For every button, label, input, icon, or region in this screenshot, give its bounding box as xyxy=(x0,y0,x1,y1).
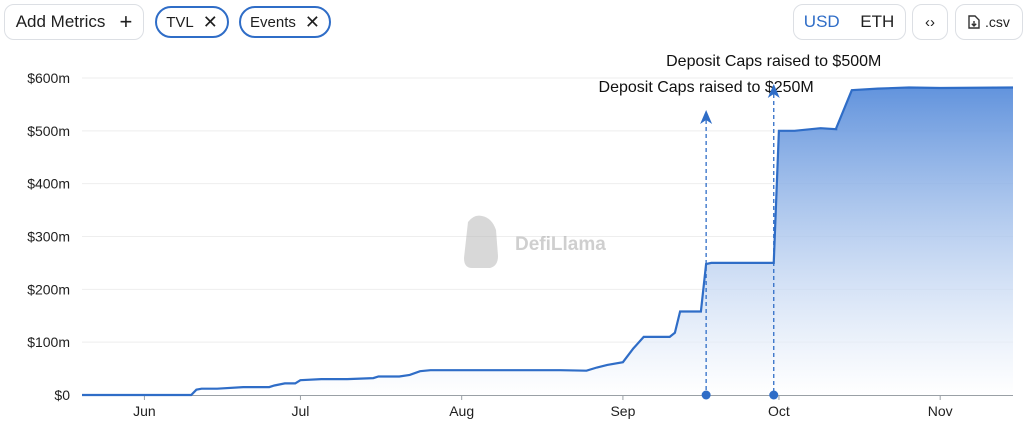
y-tick-label: $600m xyxy=(27,70,70,86)
chip-label-events: Events xyxy=(250,13,296,31)
currency-option-usd[interactable]: USD xyxy=(803,12,840,31)
event-label: Deposit Caps raised to $250M xyxy=(599,79,814,96)
y-tick-label: $100m xyxy=(27,334,70,350)
x-tick-label: Oct xyxy=(768,403,790,419)
y-tick-label: $500m xyxy=(27,123,70,139)
event-marker[interactable] xyxy=(701,390,711,400)
watermark-text: DefiLlama xyxy=(515,234,606,255)
events-layer: Deposit Caps raised to $250M Deposit Caps… xyxy=(599,53,881,400)
y-tick-label: $0 xyxy=(54,387,70,403)
code-icon: ‹› xyxy=(925,13,935,31)
plus-icon: + xyxy=(119,9,133,34)
download-file-icon xyxy=(968,15,980,29)
event-marker[interactable] xyxy=(769,390,779,400)
csv-label: .csv xyxy=(985,14,1010,30)
close-icon[interactable]: ✕ xyxy=(202,12,218,32)
metric-chip-tvl[interactable]: TVL ✕ xyxy=(155,6,229,38)
x-tick-label: Aug xyxy=(449,403,474,419)
x-tick-label: Nov xyxy=(928,403,953,419)
x-tick-label: Sep xyxy=(610,403,635,419)
watermark: DefiLlama xyxy=(464,215,606,268)
x-tick-label: Jul xyxy=(291,403,309,419)
add-metrics-label: Add Metrics xyxy=(15,12,106,31)
tvl-area xyxy=(82,87,1013,395)
close-icon[interactable]: ✕ xyxy=(304,12,320,32)
y-axis: $0 $100m $200m $300m $400m $500m $600m xyxy=(27,70,70,403)
y-tick-label: $300m xyxy=(27,229,70,245)
x-axis: Jun Jul Aug Sep Oct Nov xyxy=(82,395,1013,419)
llama-logo-icon xyxy=(464,215,498,268)
currency-toggle: USD ETH xyxy=(793,4,906,40)
event-label: Deposit Caps raised to $500M xyxy=(666,53,881,70)
add-metrics-button[interactable]: Add Metrics + xyxy=(4,4,144,40)
currency-option-eth[interactable]: ETH xyxy=(860,12,895,31)
csv-download-button[interactable]: .csv xyxy=(955,4,1023,40)
y-tick-label: $400m xyxy=(27,176,70,192)
metric-chip-events[interactable]: Events ✕ xyxy=(239,6,331,38)
x-tick-label: Jun xyxy=(133,403,156,419)
y-tick-label: $200m xyxy=(27,281,70,297)
event-arrow-icon xyxy=(767,84,780,98)
chip-label-tvl: TVL xyxy=(166,13,194,31)
tvl-line xyxy=(82,86,1014,397)
event-arrow-icon xyxy=(700,110,713,124)
embed-button[interactable]: ‹› xyxy=(912,4,948,40)
